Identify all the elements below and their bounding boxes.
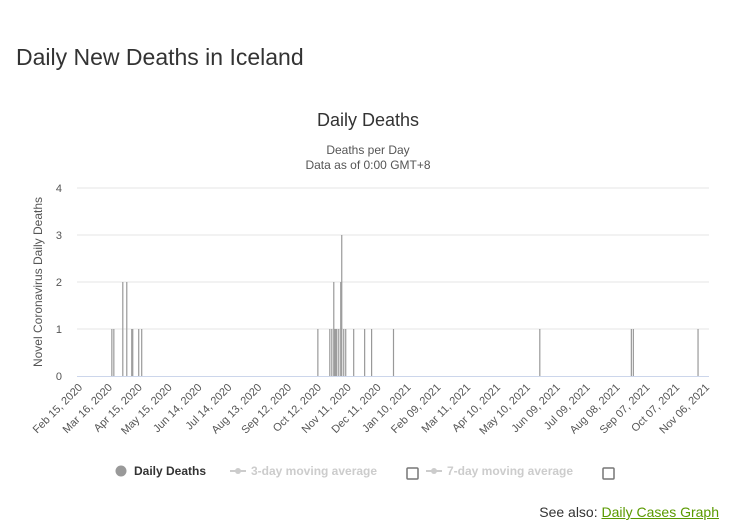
chart-subtitle: Deaths per Day: [326, 143, 409, 157]
y-axis-label: Novel Coronavirus Daily Deaths: [31, 197, 45, 367]
y-tick-label: 0: [56, 371, 62, 383]
y-tick-label: 1: [56, 324, 62, 336]
chart-subtitle: Data as of 0:00 GMT+8: [305, 158, 430, 172]
daily-cases-link[interactable]: Daily Cases Graph: [601, 504, 720, 520]
legend-marker-icon: [235, 468, 241, 474]
chart-title: Daily Deaths: [317, 110, 419, 130]
legend-checkbox[interactable]: [602, 467, 615, 480]
y-tick-label: 4: [56, 183, 62, 195]
y-tick-label: 3: [56, 230, 62, 242]
see-also-label: See also:: [539, 504, 598, 520]
legend-daily-deaths: Daily Deaths: [134, 464, 206, 478]
legend-moving-average: 7-day moving average: [447, 464, 573, 478]
y-tick-label: 2: [56, 277, 62, 289]
legend-marker-icon: [431, 468, 437, 474]
legend-moving-average: 3-day moving average: [251, 464, 377, 478]
see-also: See also: Daily Cases Graph: [539, 504, 719, 520]
legend-marker-daily-deaths: [115, 465, 127, 477]
page-title: Daily New Deaths in Iceland: [16, 44, 304, 70]
legend-checkbox[interactable]: [406, 467, 419, 480]
